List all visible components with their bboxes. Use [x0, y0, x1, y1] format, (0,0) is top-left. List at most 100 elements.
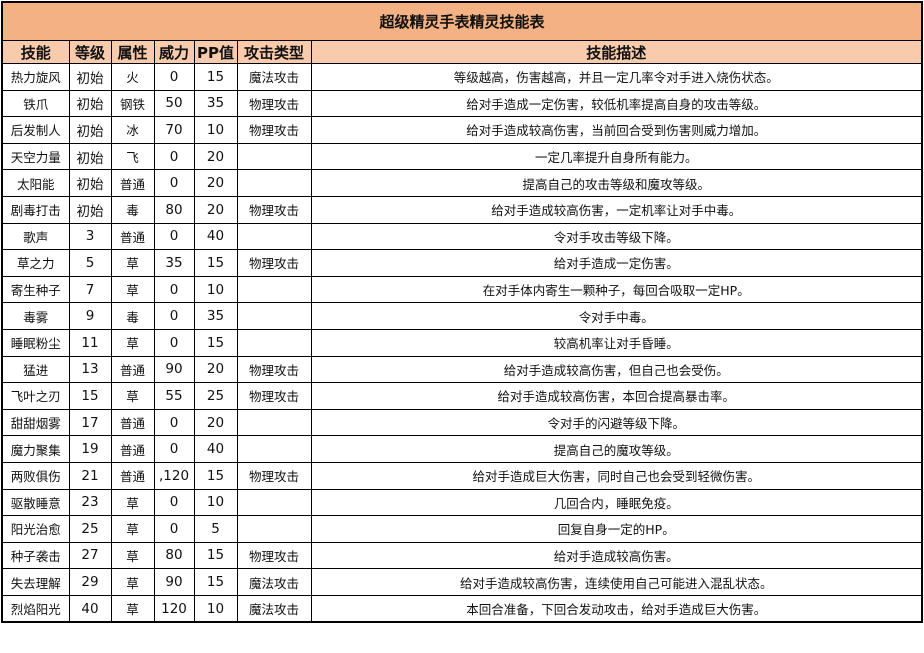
- cell-type: 火: [110, 63, 155, 91]
- cell-level: 13: [68, 355, 112, 384]
- cell-skill-name: 天空力量: [1, 142, 70, 171]
- cell-power: 0: [153, 275, 195, 304]
- table-row: 两败俱伤 21 普通 ,120 15 物理攻击 给对手造成巨大伤害，同时自己也会受到轻微伤害…: [1, 461, 923, 490]
- cell-pp: 40: [193, 435, 238, 463]
- cell-skill-name: 阳光治愈: [1, 515, 70, 543]
- cell-skill-name: 铁爪: [1, 89, 70, 118]
- table-row: 飞叶之刃 15 草 55 25 物理攻击 给对手造成较高伤害，本回合提高暴击率。: [1, 382, 923, 410]
- cell-attack-type: [236, 275, 312, 304]
- cell-pp: 40: [193, 222, 238, 251]
- cell-skill-name: 失去理解: [1, 568, 70, 596]
- cell-description: 令对手的闪避等级下降。: [310, 408, 923, 437]
- cell-skill-name: 烈焰阳光: [1, 594, 70, 623]
- cell-description: 令对手攻击等级下降。: [310, 222, 923, 251]
- cell-level: 21: [68, 461, 112, 490]
- header-attack-type: 攻击类型: [236, 40, 312, 64]
- cell-power: 50: [153, 89, 195, 118]
- cell-description: 给对手造成较高伤害，连续使用自己可能进入混乱状态。: [310, 568, 923, 596]
- cell-power: 55: [153, 382, 195, 410]
- cell-level: 17: [68, 408, 112, 437]
- cell-attack-type: [236, 169, 312, 197]
- cell-pp: 15: [193, 63, 238, 91]
- cell-pp: 15: [193, 328, 238, 357]
- header-power: 威力: [153, 40, 195, 64]
- cell-skill-name: 热力旋风: [1, 63, 70, 91]
- cell-power: 80: [153, 195, 195, 224]
- cell-pp: 35: [193, 302, 238, 330]
- cell-description: 给对手造成较高伤害，一定机率让对手中毒。: [310, 195, 923, 224]
- table-row: 毒雾 9 毒 0 35 令对手中毒。: [1, 302, 923, 330]
- cell-skill-name: 剧毒打击: [1, 195, 70, 224]
- cell-skill-name: 草之力: [1, 249, 70, 277]
- cell-pp: 25: [193, 382, 238, 410]
- header-type: 属性: [110, 40, 155, 64]
- cell-type: 草: [110, 515, 155, 543]
- cell-power: 0: [153, 328, 195, 357]
- cell-attack-type: 物理攻击: [236, 116, 312, 144]
- table-row: 甜甜烟雾 17 普通 0 20 令对手的闪避等级下降。: [1, 408, 923, 437]
- cell-power: 0: [153, 515, 195, 543]
- cell-type: 冰: [110, 116, 155, 144]
- cell-attack-type: [236, 435, 312, 463]
- cell-description: 提高自己的攻击等级和魔攻等级。: [310, 169, 923, 197]
- cell-pp: 20: [193, 195, 238, 224]
- cell-skill-name: 太阳能: [1, 169, 70, 197]
- cell-attack-type: [236, 515, 312, 543]
- cell-type: 钢铁: [110, 89, 155, 118]
- cell-description: 等级越高，伤害越高，并且一定几率令对手进入烧伤状态。: [310, 63, 923, 91]
- cell-level: 11: [68, 328, 112, 357]
- cell-skill-name: 毒雾: [1, 302, 70, 330]
- cell-type: 草: [110, 249, 155, 277]
- cell-power: 80: [153, 541, 195, 570]
- cell-level: 15: [68, 382, 112, 410]
- cell-power: 90: [153, 355, 195, 384]
- cell-attack-type: 物理攻击: [236, 382, 312, 410]
- cell-type: 草: [110, 275, 155, 304]
- cell-pp: 10: [193, 116, 238, 144]
- cell-attack-type: [236, 302, 312, 330]
- cell-description: 给对手造成较高伤害，但自己也会受伤。: [310, 355, 923, 384]
- cell-pp: 15: [193, 461, 238, 490]
- cell-attack-type: 物理攻击: [236, 461, 312, 490]
- cell-description: 几回合内，睡眠免疫。: [310, 488, 923, 517]
- table-title: 超级精灵手表精灵技能表: [1, 1, 923, 41]
- cell-description: 提高自己的魔攻等级。: [310, 435, 923, 463]
- cell-attack-type: 魔法攻击: [236, 63, 312, 91]
- cell-power: 35: [153, 249, 195, 277]
- cell-description: 较高机率让对手昏睡。: [310, 328, 923, 357]
- cell-attack-type: [236, 488, 312, 517]
- cell-pp: 35: [193, 89, 238, 118]
- cell-description: 在对手体内寄生一颗种子，每回合吸取一定HP。: [310, 275, 923, 304]
- cell-description: 给对手造成较高伤害，本回合提高暴击率。: [310, 382, 923, 410]
- cell-skill-name: 种子袭击: [1, 541, 70, 570]
- cell-pp: 20: [193, 169, 238, 197]
- cell-attack-type: [236, 408, 312, 437]
- cell-power: 90: [153, 568, 195, 596]
- table-row: 种子袭击 27 草 80 15 物理攻击 给对手造成较高伤害。: [1, 541, 923, 570]
- table-row: 后发制人 初始冰 70 10 物理攻击 给对手造成较高伤害，当前回合受到伤害则威力增加。: [1, 116, 923, 144]
- cell-skill-name: 驱散睡意: [1, 488, 70, 517]
- cell-type: 毒: [110, 195, 155, 224]
- cell-type: 草: [110, 594, 155, 623]
- cell-level: 初始: [68, 63, 112, 91]
- cell-level: 40: [68, 594, 112, 623]
- cell-pp: 15: [193, 249, 238, 277]
- table-row: 阳光治愈 25 草 0 5 回复自身一定的HP。: [1, 515, 923, 543]
- cell-level: 5: [68, 249, 112, 277]
- cell-description: 一定几率提升自身所有能力。: [310, 142, 923, 171]
- table-row: 寄生种子 7 草 0 10 在对手体内寄生一颗种子，每回合吸取一定HP。: [1, 275, 923, 304]
- header-level: 等级: [68, 40, 112, 64]
- cell-level: 29: [68, 568, 112, 596]
- cell-level: 7: [68, 275, 112, 304]
- cell-skill-name: 猛进: [1, 355, 70, 384]
- cell-pp: 20: [193, 355, 238, 384]
- header-skill-name: 技能: [1, 40, 70, 64]
- skill-table: 超级精灵手表精灵技能表 技能 等级 属性 威力 PP值 攻击类型 技能描述 热力旋风 初始火 0…: [1, 1, 923, 624]
- cell-power: 70: [153, 116, 195, 144]
- table-row: 热力旋风 初始火 0 15 魔法攻击 等级越高，伤害越高，并且一定几率令对手进入烧伤状态。: [1, 63, 923, 91]
- cell-attack-type: 物理攻击: [236, 541, 312, 570]
- cell-type: 普通: [110, 435, 155, 463]
- cell-power: 0: [153, 169, 195, 197]
- cell-skill-name: 寄生种子: [1, 275, 70, 304]
- table-row: 睡眠粉尘 11 草 0 15 较高机率让对手昏睡。: [1, 328, 923, 357]
